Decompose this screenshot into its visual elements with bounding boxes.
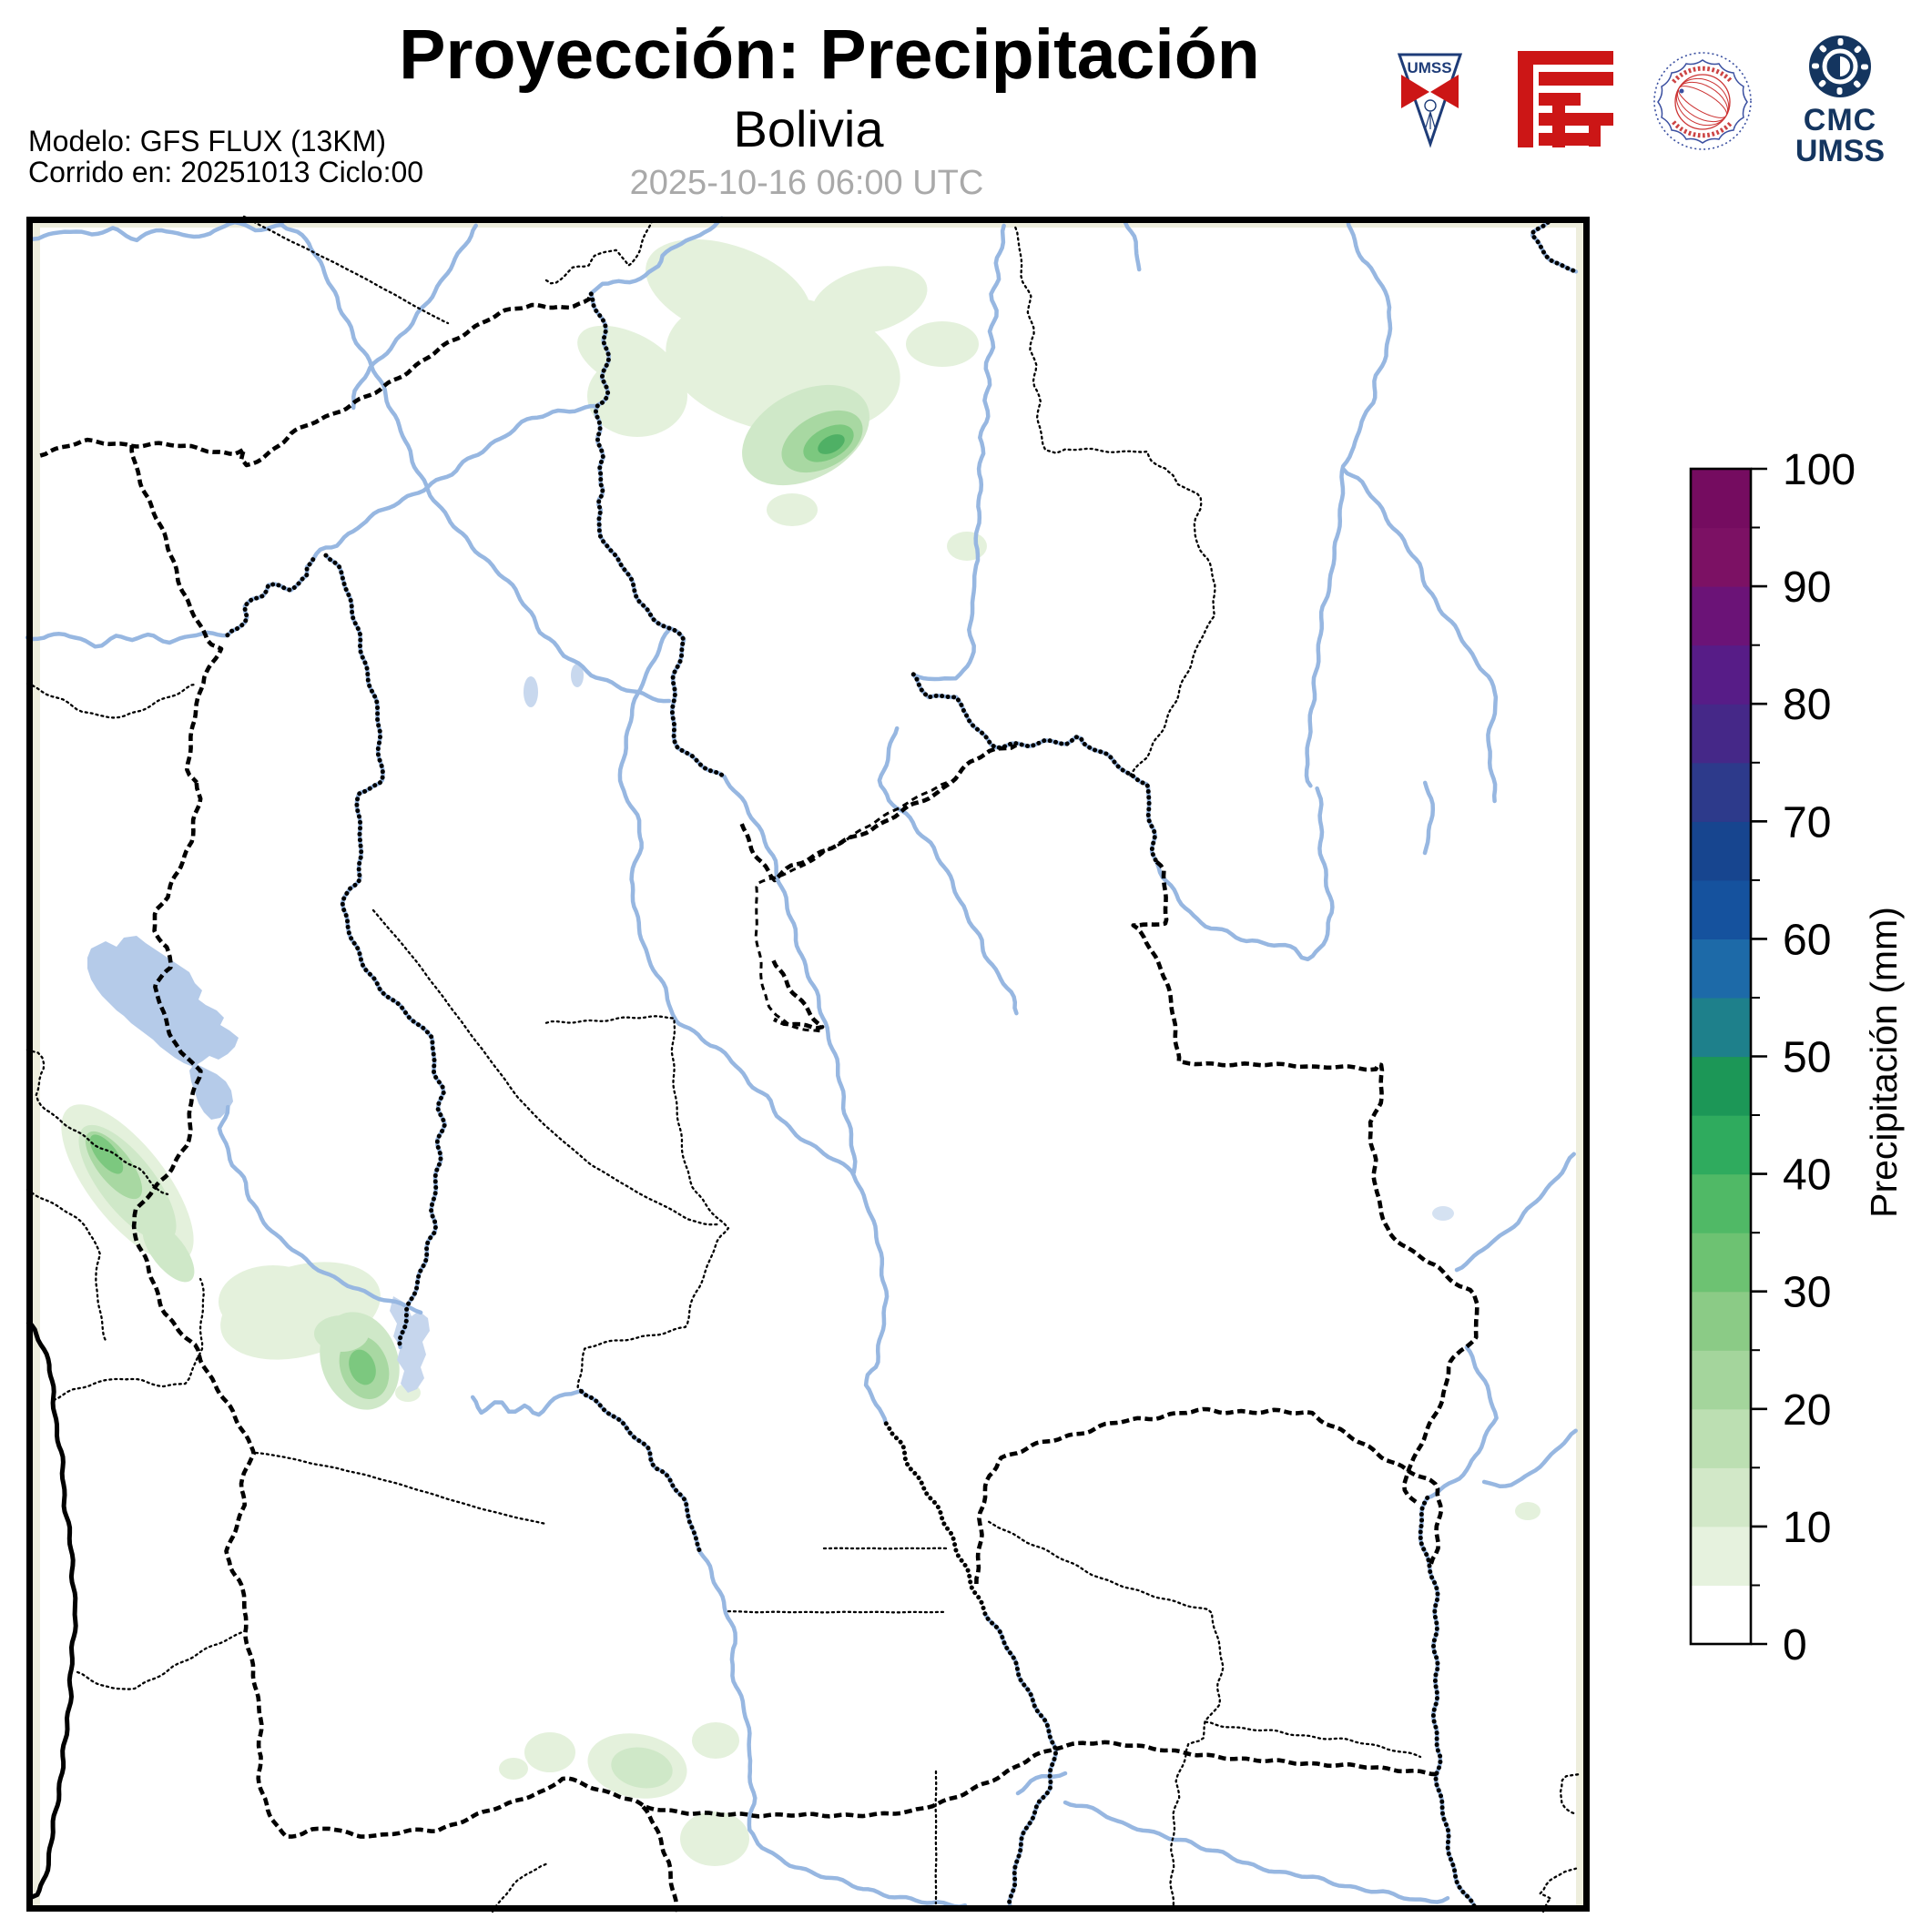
svg-text:UMSS: UMSS <box>1407 59 1451 76</box>
svg-text:20: 20 <box>1783 1386 1831 1435</box>
svg-text:2025-10-16 06:00 UTC: 2025-10-16 06:00 UTC <box>630 164 984 202</box>
svg-text:70: 70 <box>1783 798 1831 847</box>
svg-text:50: 50 <box>1783 1034 1831 1082</box>
svg-text:30: 30 <box>1783 1269 1831 1317</box>
svg-text:0: 0 <box>1783 1621 1807 1669</box>
svg-text:CMC: CMC <box>1804 103 1876 137</box>
svg-text:Proyección: Precipitación: Proyección: Precipitación <box>399 15 1260 94</box>
svg-text:10: 10 <box>1783 1504 1831 1552</box>
svg-text:60: 60 <box>1783 916 1831 964</box>
svg-text:Precipitación (mm): Precipitación (mm) <box>1863 907 1905 1218</box>
svg-text:Corrido en: 20251013 Ciclo:00: Corrido en: 20251013 Ciclo:00 <box>28 156 423 188</box>
svg-text:100: 100 <box>1783 446 1856 494</box>
svg-text:UMSS: UMSS <box>1795 134 1885 168</box>
svg-text:90: 90 <box>1783 563 1831 612</box>
svg-text:80: 80 <box>1783 681 1831 729</box>
svg-text:40: 40 <box>1783 1152 1831 1200</box>
svg-text:Modelo: GFS FLUX (13KM): Modelo: GFS FLUX (13KM) <box>28 125 386 157</box>
svg-text:Bolivia: Bolivia <box>734 100 885 157</box>
